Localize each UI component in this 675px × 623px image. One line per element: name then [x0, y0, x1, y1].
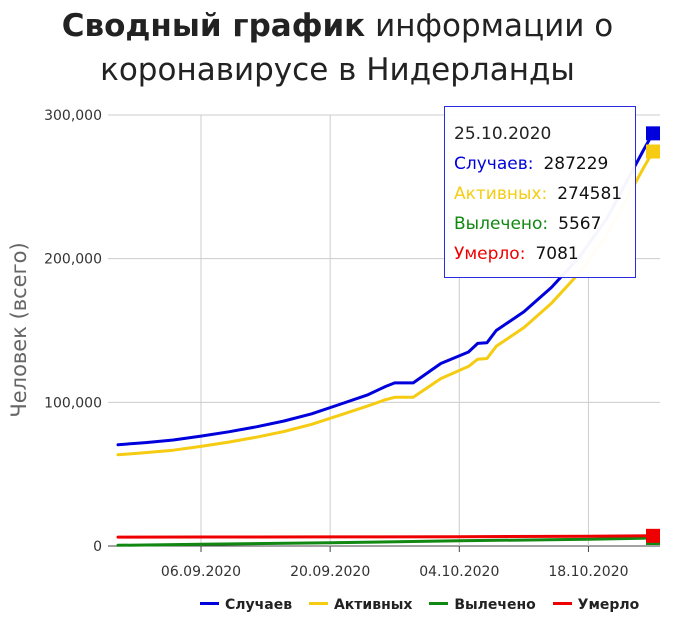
chart-title-bold: Сводный график — [61, 8, 366, 44]
legend-label-cases: Случаев — [225, 597, 293, 613]
series-line-deaths — [116, 534, 655, 539]
tooltip-row-recovered: Вылечено: 5567 — [454, 209, 635, 239]
tooltip-row-deaths: Умерло: 7081 — [454, 239, 635, 269]
chart-tooltip: 25.10.2020 Случаев: 287229 Активных: 27458… — [444, 106, 636, 278]
legend-swatch-recovered — [429, 601, 449, 605]
legend-item-recovered[interactable]: Вылечено — [429, 597, 536, 613]
y-axis-label: Человек (всего) — [7, 242, 31, 417]
tooltip-label-active: Активных: — [454, 184, 548, 204]
tooltip-value-deaths: 7081 — [535, 244, 579, 264]
legend-label-deaths: Умерло — [577, 597, 640, 613]
legend-swatch-active — [308, 601, 328, 605]
tooltip-date: 25.10.2020 — [454, 124, 552, 144]
legend-item-deaths[interactable]: Умерло — [552, 597, 640, 613]
series-marker-deaths — [646, 528, 660, 543]
tooltip-value-recovered: 5567 — [558, 214, 602, 234]
x-tick-label: 18.10.2020 — [548, 564, 628, 580]
y-tick-label: 200,000 — [44, 252, 102, 268]
x-tick-label: 04.10.2020 — [419, 564, 499, 580]
tooltip-row-cases: Случаев: 287229 — [454, 149, 635, 179]
tooltip-row-active: Активных: 274581 — [454, 179, 635, 209]
legend-swatch-deaths — [552, 601, 572, 605]
legend-swatch-cases — [200, 601, 219, 605]
chart-title-rest: информации о коронавирусе в Нидерланды — [100, 8, 614, 88]
tooltip-label-cases: Случаев: — [454, 154, 534, 174]
chart-legend: Случаев Активных Вылечено Умерло — [200, 597, 651, 613]
legend-label-active: Активных — [333, 597, 413, 613]
series-marker-active — [646, 144, 660, 159]
chart-title: Сводный график информации о коронавирусе… — [0, 4, 675, 92]
y-tick-label: 0 — [93, 539, 102, 555]
tooltip-value-active: 274581 — [557, 184, 623, 204]
tooltip-label-deaths: Умерло: — [454, 244, 526, 264]
tooltip-label-recovered: Вылечено: — [454, 214, 549, 234]
y-tick-label: 300,000 — [44, 108, 102, 124]
x-tick-label: 20.09.2020 — [290, 564, 370, 580]
legend-label-recovered: Вылечено — [454, 597, 536, 613]
y-tick-label: 100,000 — [44, 395, 102, 411]
tooltip-value-cases: 287229 — [543, 154, 609, 174]
x-tick-label: 06.09.2020 — [161, 564, 241, 580]
legend-item-cases[interactable]: Случаев — [200, 597, 292, 613]
series-line-recovered — [116, 536, 655, 547]
legend-item-active[interactable]: Активных — [308, 597, 413, 613]
series-marker-cases — [646, 126, 660, 141]
